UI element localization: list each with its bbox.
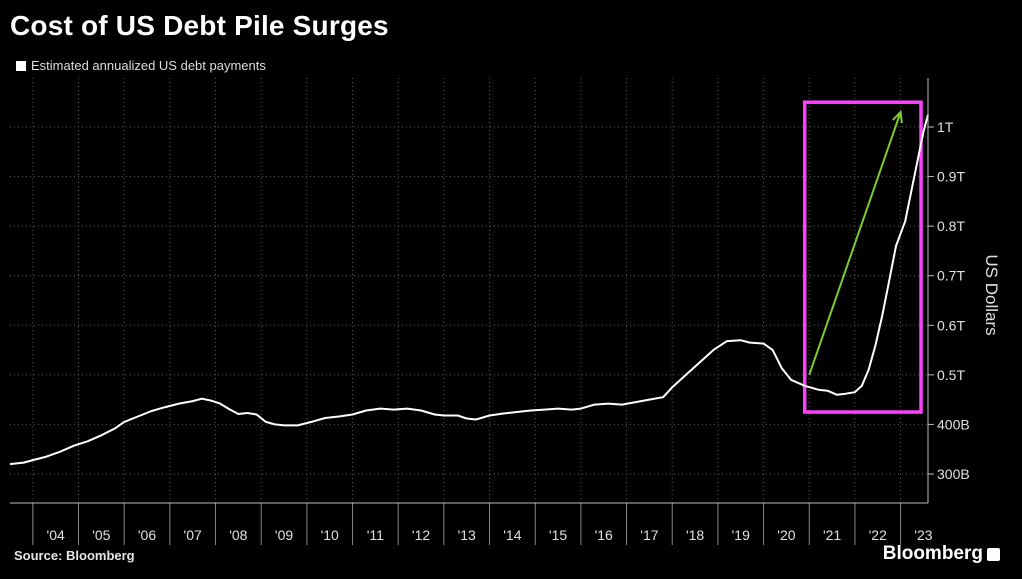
x-tick-label: '18: [686, 527, 704, 543]
x-tick-label: '22: [869, 527, 887, 543]
legend: Estimated annualized US debt payments: [16, 58, 266, 73]
brand-name: Bloomberg: [882, 543, 983, 564]
x-tick-label: '09: [275, 527, 293, 543]
y-tick-label: 0.6T: [937, 317, 965, 333]
source-note: Source: Bloomberg: [14, 548, 135, 563]
y-axis-label: US Dollars: [982, 254, 1001, 335]
x-tick-label: '16: [595, 527, 613, 543]
x-tick-label: '17: [640, 527, 658, 543]
y-tick-label: 400B: [937, 416, 970, 432]
legend-label: Estimated annualized US debt payments: [31, 58, 266, 73]
brand-logo: Bloomberg: [883, 543, 1000, 565]
legend-swatch: [16, 60, 26, 71]
y-tick-label: 1T: [937, 119, 954, 135]
x-tick-label: '12: [412, 527, 430, 543]
x-tick-label: '21: [823, 527, 841, 543]
series-line-debt-payments: [9, 114, 929, 466]
trend-arrow-head: [892, 109, 903, 124]
y-tick-label: 0.8T: [937, 218, 965, 234]
x-tick-label: '06: [138, 527, 156, 543]
x-tick-label: '08: [229, 527, 247, 543]
x-tick-label: '05: [92, 527, 110, 543]
grid-lines: [10, 78, 928, 503]
x-tick-label: '20: [777, 527, 795, 543]
y-tick-label: 0.9T: [937, 169, 965, 185]
y-tick-label: 300B: [937, 466, 970, 482]
x-tick-label: '04: [47, 527, 65, 543]
x-tick-label: '11: [367, 527, 384, 543]
x-tick-label: '14: [503, 527, 521, 543]
annotation-layer: [802, 100, 923, 414]
axes: 300B 400B 0.5T 0.6T 0.7T 0.8T 0.9T 1T '04 '05 '06 '…: [10, 78, 970, 545]
x-tick-label: '07: [184, 527, 202, 543]
x-tick-label: '15: [549, 527, 567, 543]
trend-arrow-shaft: [808, 111, 902, 376]
bar-chart-icon: [987, 547, 1000, 561]
y-tick-label: 0.5T: [937, 367, 965, 383]
y-tick-label: 0.7T: [937, 268, 965, 284]
x-tick-label: '23: [914, 527, 932, 543]
chart-title: Cost of US Debt Pile Surges: [10, 10, 389, 41]
x-tick-label: '10: [321, 527, 339, 543]
series-layer: [9, 114, 929, 466]
x-tick-label: '19: [732, 527, 750, 543]
highlight-box: [802, 100, 923, 414]
x-tick-label: '13: [458, 527, 476, 543]
